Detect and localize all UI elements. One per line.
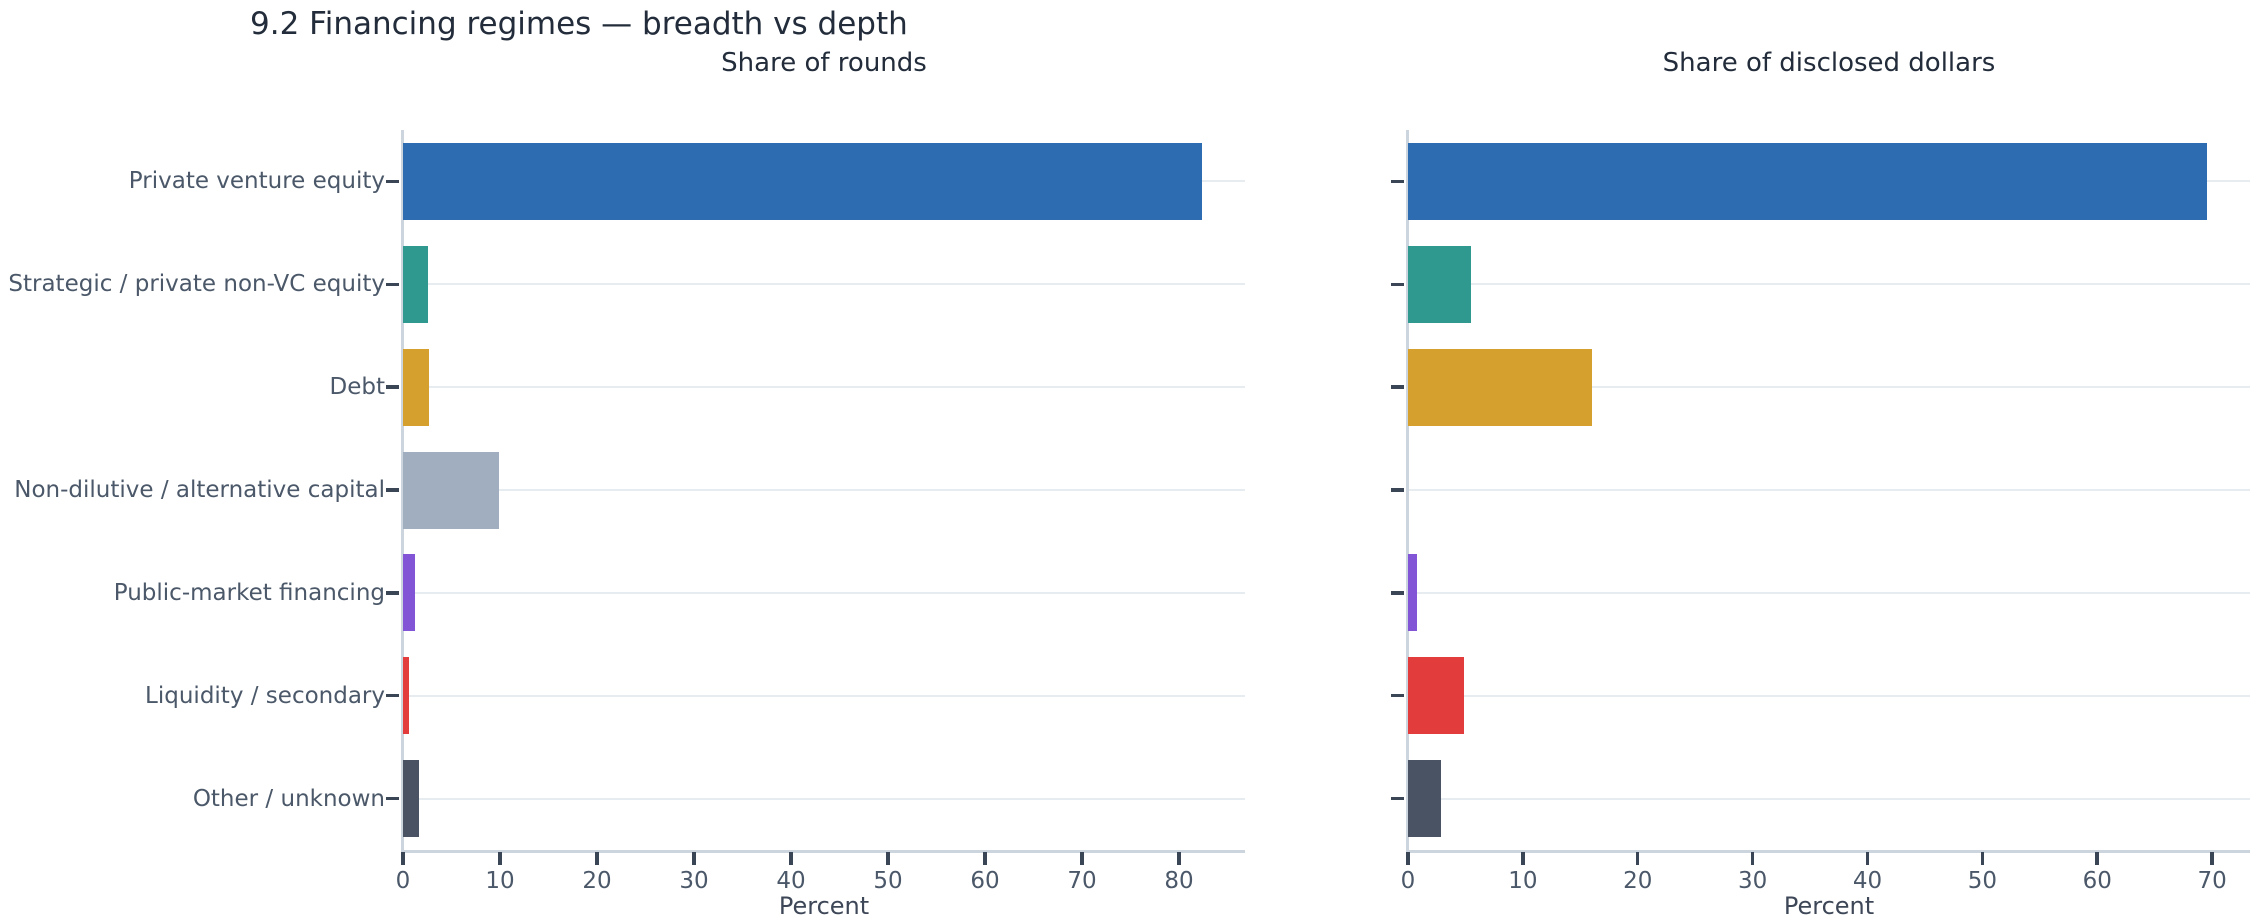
bar — [1408, 142, 2208, 220]
gridline — [403, 694, 1245, 697]
x-tick — [692, 852, 696, 865]
x-tick — [1635, 852, 1640, 865]
y-tick — [386, 693, 399, 698]
chart-title: Share of rounds — [721, 48, 927, 78]
chart-share-of-disclosed-dollars: Share of disclosed dollars 0 10 20 30 40 50 60… — [1391, 0, 2250, 924]
y-tick — [1391, 591, 1404, 595]
bar — [1408, 554, 1418, 632]
y-tick — [1391, 796, 1404, 801]
gridline — [403, 386, 1245, 389]
gridline — [1408, 283, 2250, 286]
x-tick-label: 0 — [1400, 868, 1416, 894]
y-tick — [1391, 282, 1404, 287]
x-tick — [2210, 852, 2214, 865]
y-tick — [1391, 179, 1404, 184]
x-tick-label: 30 — [679, 868, 709, 894]
x-tick-label: 60 — [970, 868, 1000, 894]
x-tick — [886, 852, 890, 865]
gridline — [403, 591, 1245, 594]
x-tick-label: 20 — [582, 868, 612, 894]
x-tick-label: 10 — [1508, 868, 1538, 894]
x-tick — [1980, 852, 1985, 865]
y-tick — [1391, 385, 1404, 389]
gridline — [403, 489, 1245, 491]
x-tick — [983, 852, 987, 865]
category-label: Non-dilutive / alternative capital — [14, 477, 385, 503]
y-tick — [1391, 693, 1404, 698]
gridline — [1408, 386, 2250, 389]
x-tick — [789, 852, 793, 865]
x-tick-label: 60 — [2082, 868, 2112, 894]
x-tick-label: 0 — [395, 868, 411, 894]
plot-area: 0 10 20 30 40 50 60 70 — [1391, 130, 2250, 894]
gridline — [1408, 694, 2250, 697]
bar — [1408, 245, 1472, 323]
x-tick-label: 70 — [1067, 868, 1097, 894]
x-tick — [2095, 852, 2099, 865]
bar — [403, 657, 409, 735]
gridline — [1408, 591, 2250, 594]
y-axis-line — [401, 130, 404, 852]
x-axis-label: Percent — [778, 892, 870, 920]
x-tick-label: 70 — [2197, 868, 2227, 894]
x-tick-label: 40 — [776, 868, 806, 894]
bar — [403, 451, 500, 529]
bar — [403, 760, 420, 838]
plot-area: Private venture equity Strategic / privat… — [8, 130, 1245, 894]
category-label: Public-market financing — [113, 579, 385, 606]
x-tick-label: 20 — [1623, 868, 1653, 894]
x-tick — [1080, 852, 1084, 865]
x-tick — [1177, 852, 1181, 865]
bar — [403, 554, 415, 632]
gridline — [1408, 489, 2250, 491]
x-axis-line — [1406, 850, 2250, 853]
x-tick — [1865, 852, 1870, 865]
category-label: Debt — [329, 374, 385, 401]
x-tick-label: 50 — [1967, 868, 1997, 894]
chart-title: Share of disclosed dollars — [1662, 48, 1996, 78]
x-tick — [1521, 852, 1525, 865]
bar — [403, 245, 429, 323]
x-tick-label: 30 — [1737, 868, 1768, 894]
x-tick-label: 40 — [1852, 868, 1883, 894]
figure-title: 9.2 Financing regimes — breadth vs depth — [250, 6, 908, 42]
y-tick — [386, 282, 399, 287]
gridline — [403, 797, 1245, 800]
y-tick — [386, 179, 399, 184]
bar — [403, 142, 1203, 220]
y-axis-line — [1406, 130, 1409, 852]
x-tick-label: 80 — [1164, 868, 1194, 894]
y-tick — [386, 796, 399, 801]
x-axis-label: Percent — [1783, 892, 1875, 920]
x-axis-line — [401, 850, 1245, 853]
chart-share-of-rounds: Share of rounds Private venture equity St… — [8, 0, 1245, 924]
y-tick — [1391, 488, 1404, 492]
y-tick — [386, 591, 399, 595]
bar — [403, 348, 430, 426]
y-tick — [386, 385, 399, 389]
x-tick — [1750, 852, 1755, 865]
bar — [1408, 348, 1592, 426]
bar — [1408, 657, 1465, 735]
x-tick — [401, 852, 405, 865]
x-tick — [1406, 852, 1410, 865]
y-tick — [386, 488, 399, 492]
x-tick-label: 10 — [485, 868, 515, 894]
category-label: Liquidity / secondary — [145, 682, 385, 709]
x-tick — [595, 852, 599, 865]
category-label: Private venture equity — [128, 168, 385, 195]
category-label: Other / unknown — [192, 785, 385, 812]
x-tick-label: 50 — [873, 868, 903, 894]
x-tick — [498, 852, 502, 865]
gridline — [403, 283, 1245, 286]
bar — [1408, 760, 1442, 838]
gridline — [1408, 797, 2250, 800]
category-label: Strategic / private non-VC equity — [8, 271, 385, 298]
